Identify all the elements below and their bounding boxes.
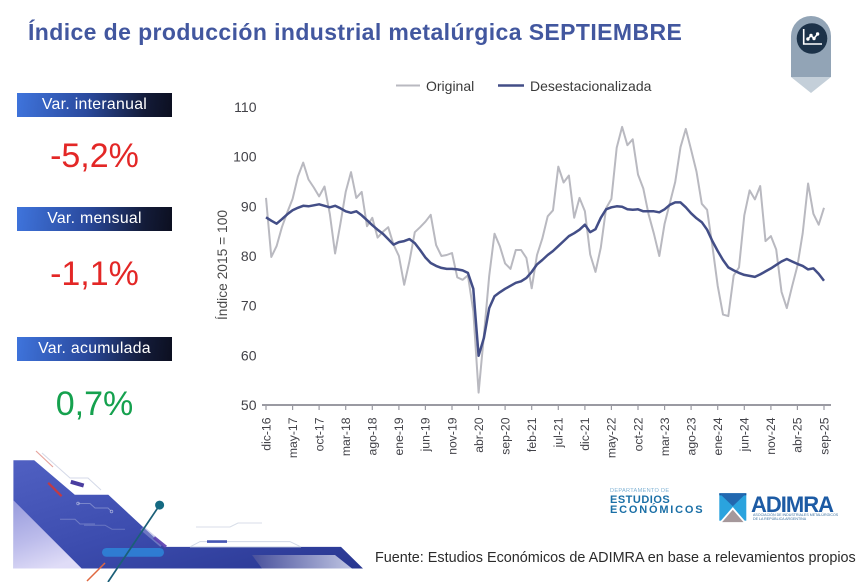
svg-text:90: 90 xyxy=(241,198,257,214)
svg-text:ago-23: ago-23 xyxy=(684,417,698,455)
svg-text:sep-25: sep-25 xyxy=(817,417,831,454)
svg-text:Índice 2015 = 100: Índice 2015 = 100 xyxy=(214,210,230,320)
svg-text:nov-24: nov-24 xyxy=(764,417,778,454)
svg-text:sep-20: sep-20 xyxy=(498,417,512,454)
svg-text:dic-16: dic-16 xyxy=(259,417,273,450)
svg-text:110: 110 xyxy=(234,99,257,115)
svg-text:feb-21: feb-21 xyxy=(525,417,539,452)
svg-text:70: 70 xyxy=(241,298,257,314)
svg-text:jun-24: jun-24 xyxy=(738,417,752,452)
svg-text:ene-24: ene-24 xyxy=(711,417,725,455)
svg-text:50: 50 xyxy=(241,397,257,413)
svg-text:dic-21: dic-21 xyxy=(578,417,592,450)
svg-text:may-22: may-22 xyxy=(605,417,619,458)
svg-text:jul-21: jul-21 xyxy=(552,417,566,448)
svg-text:60: 60 xyxy=(241,347,257,363)
svg-text:ene-19: ene-19 xyxy=(392,417,406,455)
svg-text:nov-19: nov-19 xyxy=(445,417,459,454)
svg-text:80: 80 xyxy=(241,248,257,264)
svg-text:may-17: may-17 xyxy=(286,417,300,458)
svg-text:abr-25: abr-25 xyxy=(791,417,805,452)
svg-text:ago-18: ago-18 xyxy=(366,417,380,455)
svg-text:mar-23: mar-23 xyxy=(658,417,672,456)
svg-text:jun-19: jun-19 xyxy=(419,417,433,452)
svg-text:Desestacionalizada: Desestacionalizada xyxy=(530,78,652,94)
svg-text:oct-22: oct-22 xyxy=(631,417,645,451)
svg-text:mar-18: mar-18 xyxy=(339,417,353,456)
svg-text:oct-17: oct-17 xyxy=(312,417,326,451)
svg-text:Original: Original xyxy=(426,78,474,94)
svg-text:100: 100 xyxy=(233,149,257,165)
svg-text:abr-20: abr-20 xyxy=(472,417,486,452)
